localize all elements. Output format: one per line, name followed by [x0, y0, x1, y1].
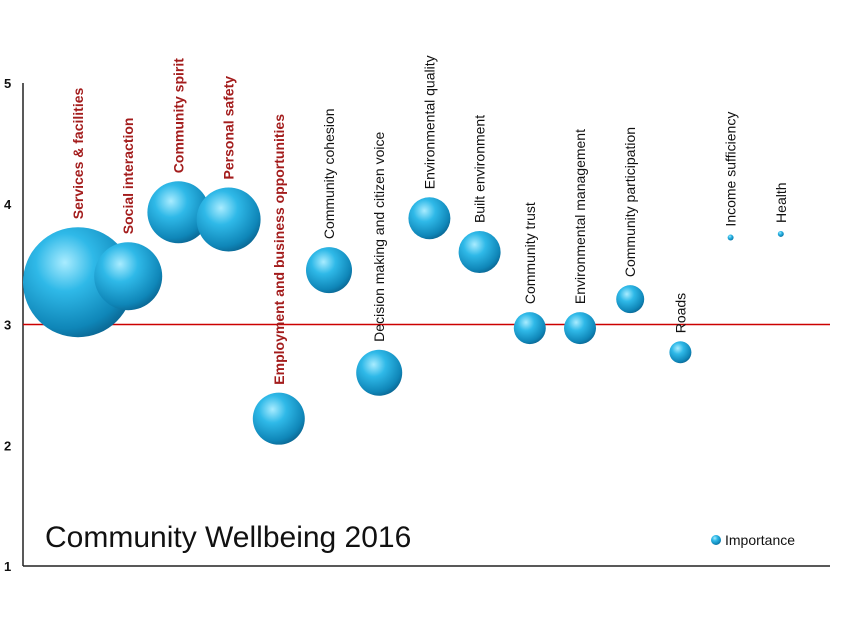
bubble-point — [727, 234, 734, 241]
category-label: Community participation — [622, 127, 638, 277]
category-label: Community spirit — [170, 58, 186, 173]
bubble-point — [147, 181, 210, 244]
category-label: Community trust — [522, 202, 538, 304]
category-label: Decision making and citizen voice — [371, 131, 387, 341]
legend-label: Importance — [725, 532, 795, 548]
bubble-point — [306, 247, 352, 294]
category-label: Employment and business opportunities — [271, 114, 287, 385]
chart-title: Community Wellbeing 2016 — [45, 521, 411, 554]
category-label: Built environment — [472, 115, 488, 223]
bubble-point — [94, 242, 163, 311]
bubble-point — [356, 349, 403, 396]
category-label: Roads — [672, 293, 688, 333]
category-label: Environmental management — [572, 129, 588, 304]
category-label: Environmental quality — [421, 55, 437, 189]
category-label: Health — [773, 182, 789, 222]
category-label: Personal safety — [221, 76, 237, 180]
bubble-point — [564, 312, 596, 345]
bubble-point — [458, 231, 501, 274]
y-tick-label: 3 — [4, 318, 11, 333]
y-tick-label: 1 — [4, 559, 11, 574]
category-label: Community cohesion — [321, 108, 337, 239]
bubble-point — [777, 230, 784, 237]
bubble-point — [616, 285, 645, 314]
y-tick-label: 2 — [4, 438, 11, 453]
bubble-point — [196, 187, 261, 252]
category-label: Income sufficiency — [723, 112, 739, 227]
category-label: Social interaction — [120, 117, 136, 234]
bubble-point — [408, 197, 451, 240]
bubble-point — [669, 341, 692, 364]
legend-marker — [711, 535, 721, 545]
y-tick-label: 4 — [4, 197, 12, 212]
category-label: Services & facilities — [70, 88, 86, 220]
bubble-point — [513, 312, 546, 345]
bubble-point — [252, 392, 305, 445]
y-tick-label: 5 — [4, 76, 11, 91]
